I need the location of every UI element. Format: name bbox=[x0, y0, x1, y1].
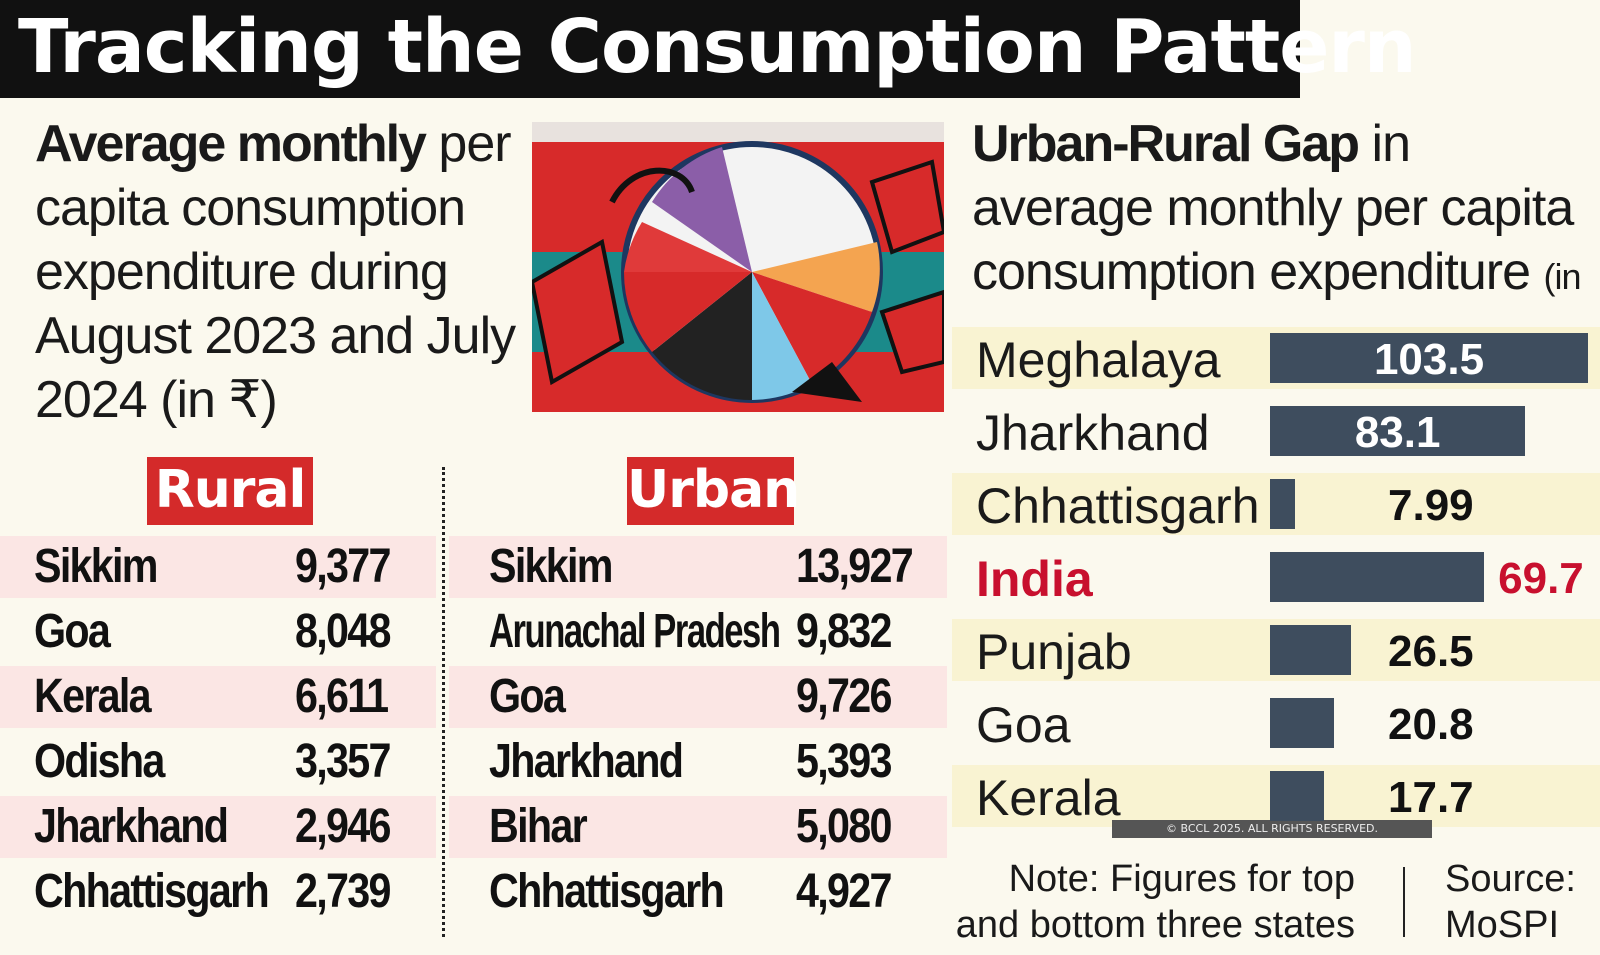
urban-state: Bihar bbox=[489, 800, 588, 853]
table-divider bbox=[442, 467, 445, 937]
gap-value-label: 83.1 bbox=[1354, 408, 1441, 457]
rural-value: 3,357 bbox=[295, 735, 391, 788]
gap-row: Jharkhand bbox=[952, 400, 1600, 462]
rural-row: Chhattisgarh 2,739 bbox=[0, 861, 436, 923]
source: Source: MoSPI bbox=[1445, 856, 1576, 948]
note-divider bbox=[1403, 867, 1405, 937]
rural-state: Jharkhand bbox=[34, 800, 229, 853]
urban-value: 9,832 bbox=[796, 605, 892, 658]
rural-value: 2,739 bbox=[295, 865, 391, 918]
gap-bar bbox=[1270, 771, 1325, 821]
gap-state-label: Chhattisgarh bbox=[976, 478, 1260, 534]
rural-state: Kerala bbox=[34, 670, 152, 723]
gap-state-label: Goa bbox=[976, 697, 1071, 753]
gap-heading: Urban-Rural Gap in average monthly per c… bbox=[972, 112, 1592, 378]
urban-state: Goa bbox=[489, 670, 566, 723]
urban-row: Jharkhand 5,393 bbox=[449, 731, 947, 793]
gap-state-label: Kerala bbox=[976, 770, 1121, 826]
rural-value: 6,611 bbox=[295, 670, 389, 723]
urban-value: 4,927 bbox=[796, 865, 892, 918]
gap-state-label: Meghalaya bbox=[976, 332, 1221, 388]
rural-state: Goa bbox=[34, 605, 111, 658]
gap-value-label: 26.5 bbox=[1388, 627, 1474, 676]
urban-state: Arunachal Pradesh bbox=[489, 605, 781, 658]
gap-state-label: Jharkhand bbox=[976, 405, 1210, 461]
gap-row: India bbox=[952, 546, 1600, 608]
urban-row: Arunachal Pradesh 9,832 bbox=[449, 601, 947, 663]
rural-value: 9,377 bbox=[295, 540, 391, 593]
urban-state: Sikkim bbox=[489, 540, 613, 593]
gap-value-label: 103.5 bbox=[1373, 335, 1485, 384]
rural-row: Jharkhand 2,946 bbox=[0, 796, 436, 858]
right-heading-bold: Urban-Rural Gap bbox=[972, 115, 1360, 173]
right-heading-rest: in average monthly per capita consumptio… bbox=[972, 115, 1574, 301]
gap-value-label: 20.8 bbox=[1388, 700, 1474, 749]
gap-bar bbox=[1270, 406, 1526, 456]
rural-row: Kerala 6,611 bbox=[0, 666, 436, 728]
pie-illustration bbox=[532, 122, 944, 412]
rural-row: Sikkim 9,377 bbox=[0, 536, 436, 598]
urban-row: Sikkim 13,927 bbox=[449, 536, 947, 598]
urban-label: Urban bbox=[627, 457, 800, 525]
title-bar bbox=[0, 0, 1300, 98]
urban-value: 5,080 bbox=[796, 800, 892, 853]
urban-row: Goa 9,726 bbox=[449, 666, 947, 728]
rural-row: Goa 8,048 bbox=[0, 601, 436, 663]
urban-value: 5,393 bbox=[796, 735, 892, 788]
urban-state: Chhattisgarh bbox=[489, 865, 725, 918]
urban-state: Jharkhand bbox=[489, 735, 684, 788]
gap-state-label: India bbox=[976, 551, 1093, 607]
rural-state: Chhattisgarh bbox=[34, 865, 270, 918]
urban-value: 9,726 bbox=[796, 670, 892, 723]
rural-label: Rural bbox=[147, 457, 313, 525]
rural-state: Sikkim bbox=[34, 540, 158, 593]
rural-urban-heading: Average monthly per capita consumption e… bbox=[35, 112, 525, 432]
note: Note: Figures for top and bottom three s… bbox=[955, 858, 1355, 946]
gap-state-label: Punjab bbox=[976, 624, 1132, 680]
gap-bar bbox=[1270, 479, 1295, 529]
gap-row: Goa bbox=[952, 692, 1600, 754]
urban-row: Bihar 5,080 bbox=[449, 796, 947, 858]
gap-value-label: 7.99 bbox=[1388, 481, 1474, 530]
page-title: Tracking the Consumption Pattern bbox=[18, 4, 1417, 90]
urban-value: 13,927 bbox=[796, 540, 914, 593]
copyright-notice: © BCCL 2025. ALL RIGHTS RESERVED. bbox=[1112, 820, 1432, 838]
rural-row: Odisha 3,357 bbox=[0, 731, 436, 793]
gap-bar bbox=[1270, 698, 1334, 748]
left-heading-rest: per capita consumption expenditure durin… bbox=[35, 115, 516, 429]
gap-value-label: 17.7 bbox=[1388, 773, 1474, 822]
gap-bar bbox=[1270, 625, 1352, 675]
gap-value-label: 69.7 bbox=[1498, 554, 1584, 603]
rural-state: Odisha bbox=[34, 735, 165, 788]
rural-value: 2,946 bbox=[295, 800, 391, 853]
urban-row: Chhattisgarh 4,927 bbox=[449, 861, 947, 923]
gap-bar bbox=[1270, 552, 1485, 602]
left-heading-bold: Average monthly bbox=[35, 115, 427, 173]
gap-bar bbox=[1270, 333, 1588, 383]
source-label: Source: MoSPI bbox=[1445, 858, 1576, 946]
rural-value: 8,048 bbox=[295, 605, 391, 658]
